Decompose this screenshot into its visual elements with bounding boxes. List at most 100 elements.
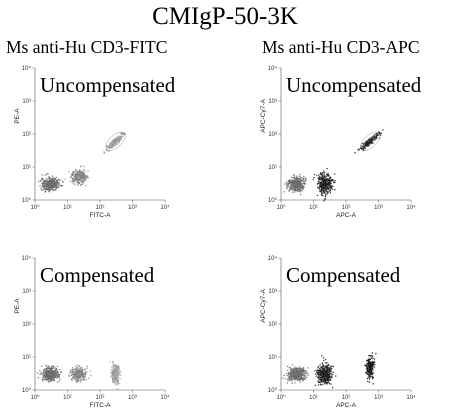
population-cluster (364, 352, 377, 385)
y-tick-label: 10⁴ (268, 255, 278, 262)
event-dot (303, 177, 305, 180)
event-dot (50, 365, 53, 367)
event-dot (321, 172, 324, 174)
event-dot (322, 374, 324, 376)
event-dot (286, 365, 289, 368)
event-dot (333, 173, 336, 175)
event-dot (325, 381, 327, 383)
event-dot (367, 380, 369, 383)
event-dot (294, 382, 296, 384)
event-dot (56, 365, 59, 368)
event-dot (301, 189, 303, 192)
event-dot (334, 189, 336, 191)
event-dot (83, 168, 85, 171)
contour-line (288, 178, 305, 191)
event-dot (48, 175, 50, 178)
event-dot (324, 198, 326, 200)
event-dot (371, 140, 374, 142)
event-dot (291, 191, 294, 193)
event-dot (296, 375, 299, 377)
event-dot (321, 176, 324, 178)
event-dot (45, 372, 47, 375)
event-dot (327, 370, 330, 373)
event-dot (297, 368, 299, 370)
event-dot (46, 374, 49, 376)
event-dot (71, 369, 73, 371)
event-dot (69, 176, 71, 178)
event-dot (373, 134, 375, 136)
event-dot (291, 186, 293, 188)
event-dot (316, 369, 318, 371)
event-dot (372, 137, 374, 139)
event-dot (293, 187, 296, 189)
event-dot (39, 369, 41, 372)
event-dot (304, 370, 306, 373)
event-dot (283, 374, 285, 377)
event-dot (57, 374, 59, 376)
event-dot (44, 182, 46, 184)
event-dot (317, 371, 320, 374)
event-dot (82, 177, 85, 179)
y-tick-label: 10⁰ (268, 387, 278, 394)
event-dot (71, 366, 74, 369)
event-dot (364, 364, 366, 366)
population-cluster (282, 364, 310, 384)
x-tick-label: 10¹ (63, 395, 72, 401)
x-tick-label: 10⁴ (160, 204, 170, 211)
event-dot (329, 176, 331, 178)
y-tick-label: 10⁴ (22, 255, 32, 262)
x-axis-label: APC-A (336, 402, 357, 409)
population-cluster (109, 360, 122, 391)
event-dot (45, 365, 48, 367)
event-dot (45, 369, 47, 372)
event-dot (44, 374, 47, 376)
event-dot (375, 133, 377, 136)
event-dot (80, 165, 83, 167)
event-dot (289, 368, 292, 371)
event-dot (41, 177, 43, 179)
event-dot (75, 373, 77, 375)
y-tick-label: 10² (22, 132, 31, 138)
event-dot (68, 171, 70, 173)
event-dot (289, 189, 291, 191)
event-dot (367, 371, 370, 374)
plot-fitc-uncompensated: 10⁰ 10¹ 10² 10³ 10⁴ 10⁰ 10¹ 10² 10³ 10⁴ FITC-A PE-A… (10, 60, 210, 219)
event-dot (323, 189, 325, 192)
event-dot (331, 386, 334, 389)
event-dot (87, 176, 90, 179)
event-dot (294, 184, 296, 187)
event-dot (301, 370, 304, 372)
event-dot (58, 178, 60, 181)
event-dot (75, 175, 77, 178)
event-dot (329, 369, 331, 372)
event-dot (376, 134, 379, 136)
event-dot (298, 175, 300, 177)
event-dot (59, 179, 61, 181)
event-dot (331, 179, 333, 182)
event-dot (307, 374, 310, 376)
event-dot (59, 378, 61, 380)
compensation-state-label: Uncompensated (40, 73, 176, 97)
event-dot (369, 367, 372, 369)
event-dot (372, 376, 375, 379)
event-dot (55, 373, 57, 375)
event-dot (295, 372, 297, 375)
event-dot (302, 368, 305, 370)
event-dot (54, 182, 57, 185)
compensation-state-label: Compensated (286, 263, 401, 287)
event-dot (84, 368, 86, 371)
event-dot (327, 186, 329, 189)
compensation-state-label: Uncompensated (286, 73, 422, 97)
event-dot (364, 145, 367, 147)
event-dot (59, 184, 61, 187)
event-dot (112, 143, 115, 145)
event-dot (49, 183, 51, 185)
contour-line (317, 175, 332, 194)
contour-line (74, 173, 83, 181)
event-dot (83, 179, 86, 181)
event-dot (368, 354, 370, 357)
event-dot (369, 372, 372, 374)
event-dot (285, 378, 287, 380)
event-dot (324, 370, 326, 373)
event-dot (301, 379, 304, 382)
